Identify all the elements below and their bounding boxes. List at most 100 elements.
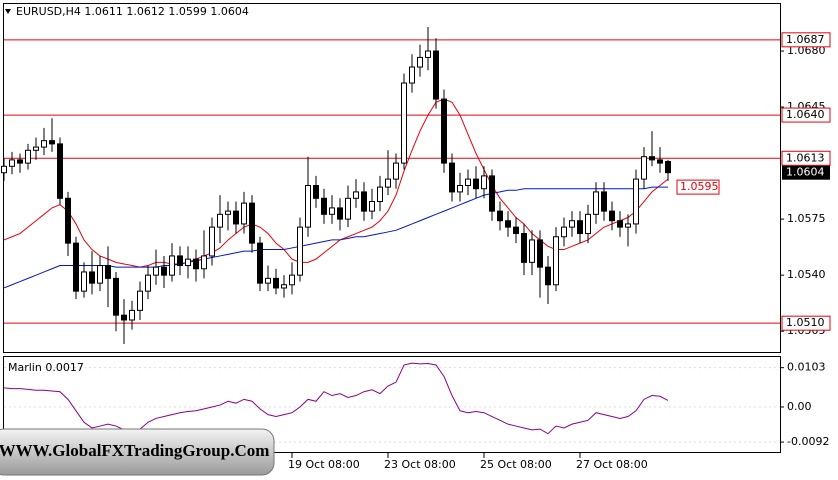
candle	[361, 182, 367, 221]
candle-body	[537, 239, 543, 268]
candle	[537, 230, 543, 298]
candle	[313, 175, 319, 208]
header-high: 1.0612	[126, 5, 165, 18]
indicator-name: Marlin	[8, 361, 42, 374]
candle-body	[609, 210, 615, 222]
candle-body	[305, 185, 311, 228]
candle	[441, 89, 447, 173]
candle	[41, 127, 47, 156]
ma-label-box	[676, 179, 720, 195]
candle	[529, 230, 535, 276]
candle-body	[417, 56, 423, 68]
candle	[457, 172, 463, 202]
header-close: 1.0604	[210, 5, 249, 18]
candle	[321, 188, 327, 224]
candle-body	[177, 255, 183, 267]
candle	[481, 166, 487, 199]
candle-body	[481, 175, 487, 190]
candle	[409, 54, 415, 93]
indicator-header: Marlin 0.0017	[8, 361, 84, 374]
candle	[137, 281, 143, 320]
candle	[553, 227, 559, 292]
candle-body	[337, 207, 343, 220]
candle	[593, 182, 599, 224]
candle-body	[625, 223, 631, 228]
candle-body	[89, 271, 95, 284]
candle-body	[41, 140, 47, 148]
candle-body	[441, 98, 447, 164]
candle-body	[73, 242, 79, 292]
candle	[105, 246, 111, 308]
candle	[57, 137, 63, 205]
candle-body	[561, 226, 567, 238]
candle-body	[473, 178, 479, 190]
candle-body	[209, 226, 215, 257]
candle	[161, 255, 167, 288]
candle	[73, 236, 79, 300]
candle	[665, 159, 671, 181]
candle-body	[113, 277, 119, 316]
candle	[209, 217, 215, 266]
candle	[497, 201, 503, 231]
candle-body	[329, 207, 335, 215]
candle	[217, 195, 223, 244]
candle-body	[121, 314, 127, 321]
level-label-box	[781, 315, 831, 331]
grid-layer	[4, 50, 784, 458]
candle	[193, 249, 199, 282]
candle	[249, 195, 255, 253]
candle-body	[577, 220, 583, 235]
candle	[657, 147, 663, 173]
candle-body	[465, 178, 471, 187]
candle-body	[657, 159, 663, 164]
candle	[617, 211, 623, 237]
candle-body	[569, 220, 575, 228]
candle	[265, 265, 271, 292]
candle-body	[489, 175, 495, 212]
candle	[129, 300, 135, 330]
candle	[273, 268, 279, 295]
candle	[385, 150, 391, 196]
candle-body	[497, 210, 503, 222]
candle	[465, 169, 471, 196]
header-open: 1.0611	[84, 5, 123, 18]
candle-body	[161, 266, 167, 276]
candle	[473, 166, 479, 199]
symbol: EURUSD,H4	[16, 5, 81, 18]
ma-label: 1.0595	[680, 180, 719, 193]
candle-body	[521, 233, 527, 263]
candle-body	[201, 255, 207, 270]
candle	[561, 217, 567, 247]
candle-body	[361, 191, 367, 212]
candle-body	[145, 274, 151, 292]
candle-body	[9, 159, 15, 167]
y-tick-label: 0.0103	[787, 361, 826, 374]
candle-body	[601, 191, 607, 212]
candle-body	[57, 143, 63, 199]
price-label: 1.0604	[786, 166, 825, 179]
candle-body	[193, 258, 199, 270]
candle	[353, 179, 359, 208]
candle-body	[457, 185, 463, 193]
candle-body	[529, 239, 535, 263]
menu-arrow[interactable]	[5, 9, 11, 14]
level-label-box	[781, 107, 831, 123]
candle-body	[545, 266, 551, 286]
candle	[417, 44, 423, 77]
header-low: 1.0599	[168, 5, 207, 18]
level-label: 1.0687	[786, 33, 825, 46]
candle-body	[153, 266, 159, 276]
candle	[577, 211, 583, 244]
candle	[633, 169, 639, 234]
candle-body	[369, 201, 375, 212]
candle-body	[97, 265, 103, 284]
x-tick-label: 25 Oct 08:00	[480, 458, 552, 471]
candle-body	[1, 165, 7, 174]
candle	[625, 214, 631, 247]
level-label-box	[781, 150, 831, 166]
candle	[377, 175, 383, 212]
candle	[169, 243, 175, 282]
candle	[601, 182, 607, 221]
candle-body	[169, 255, 175, 276]
candle-body	[281, 284, 287, 289]
